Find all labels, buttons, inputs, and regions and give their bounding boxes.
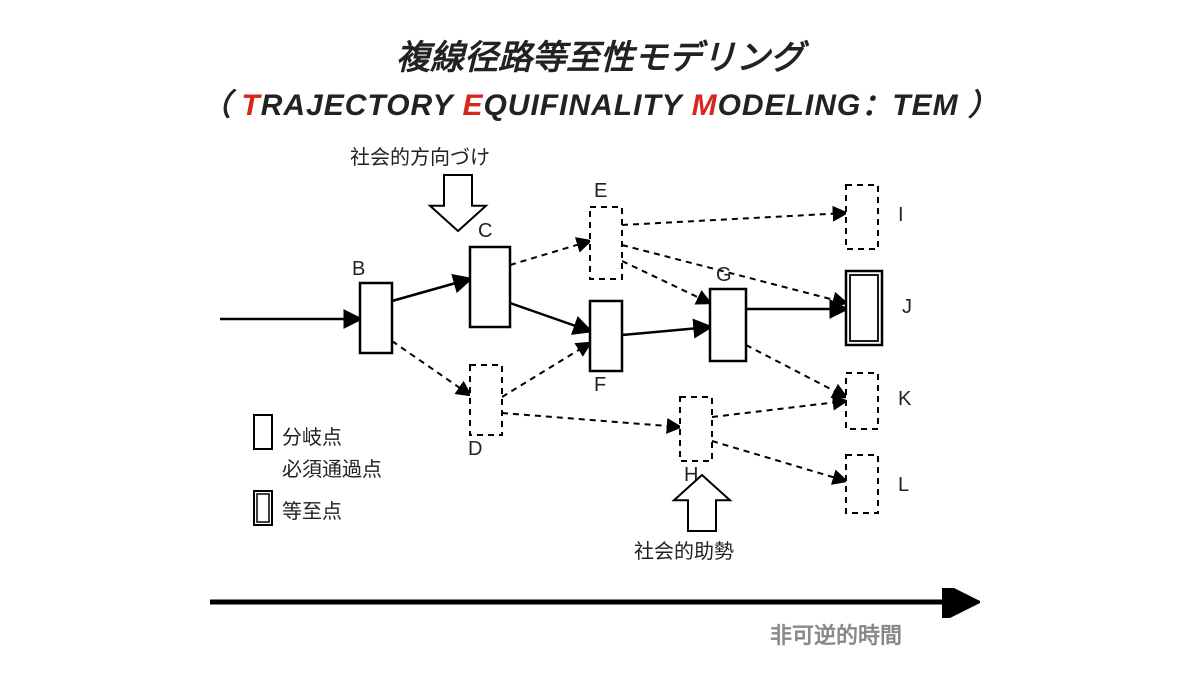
legend-box-solid [254, 415, 272, 449]
edge-H-K [712, 401, 846, 417]
edge-C-F [510, 303, 590, 331]
diagram-svg: ABCDEFGHIJKL [220, 145, 980, 625]
legend-item2: 必須通過点 [282, 453, 382, 482]
node-F [590, 301, 622, 371]
edge-D-H [502, 413, 680, 427]
edge-E-I [622, 213, 846, 225]
node-B [360, 283, 392, 353]
title-sub: （ TRAJECTORY EQUIFINALITY MODELING：TEM ） [0, 80, 1200, 124]
node-label-C: C [478, 220, 492, 242]
node-label-K: K [898, 388, 912, 410]
node-E [590, 207, 622, 279]
node-K [846, 373, 878, 429]
edge-B-C [392, 279, 470, 301]
accent-t: T [241, 89, 260, 122]
word1: RAJECTORY [261, 89, 463, 122]
node-L [846, 455, 878, 513]
edge-B-D [392, 341, 470, 395]
node-label-D: D [468, 438, 482, 460]
word2: QUIFINALITY [483, 89, 691, 122]
node-label-G: G [716, 264, 732, 286]
paren-close: ） [968, 89, 999, 122]
anno-top-label: 社会的方向づけ [350, 141, 490, 170]
tem-diagram: ABCDEFGHIJKL 社会的方向づけ 社会的助勢 分岐点 必須通過点 等至点 [220, 145, 980, 565]
node-label-B: B [352, 258, 365, 280]
anno-bottom-label: 社会的助勢 [634, 535, 734, 564]
node-C [470, 247, 510, 327]
legend-item1: 分岐点 [282, 421, 342, 450]
word3: ODELING：TEM [718, 89, 959, 122]
edge-H-L [712, 441, 846, 481]
paren-open: （ [201, 89, 232, 122]
node-I [846, 185, 878, 249]
edge-D-F [502, 343, 590, 397]
node-label-L: L [898, 474, 909, 496]
node-label-I: I [898, 204, 904, 226]
edge-C-E [510, 241, 590, 265]
edge-E-G [622, 261, 710, 303]
node-J [846, 271, 882, 345]
time-axis [200, 588, 980, 618]
title-main: 複線径路等至性モデリング [0, 30, 1200, 79]
accent-e: E [462, 89, 483, 122]
axis-label: 非可逆的時間 [770, 618, 902, 650]
accent-m: M [692, 89, 718, 122]
node-G [710, 289, 746, 361]
node-D [470, 365, 502, 435]
node-label-E: E [594, 180, 607, 202]
node-label-F: F [594, 374, 606, 396]
node-label-J: J [902, 296, 912, 318]
legend-item3: 等至点 [282, 495, 342, 524]
edge-G-K [746, 345, 846, 397]
node-H [680, 397, 712, 461]
edge-F-G [622, 327, 710, 335]
block-arrow-up [674, 475, 730, 531]
